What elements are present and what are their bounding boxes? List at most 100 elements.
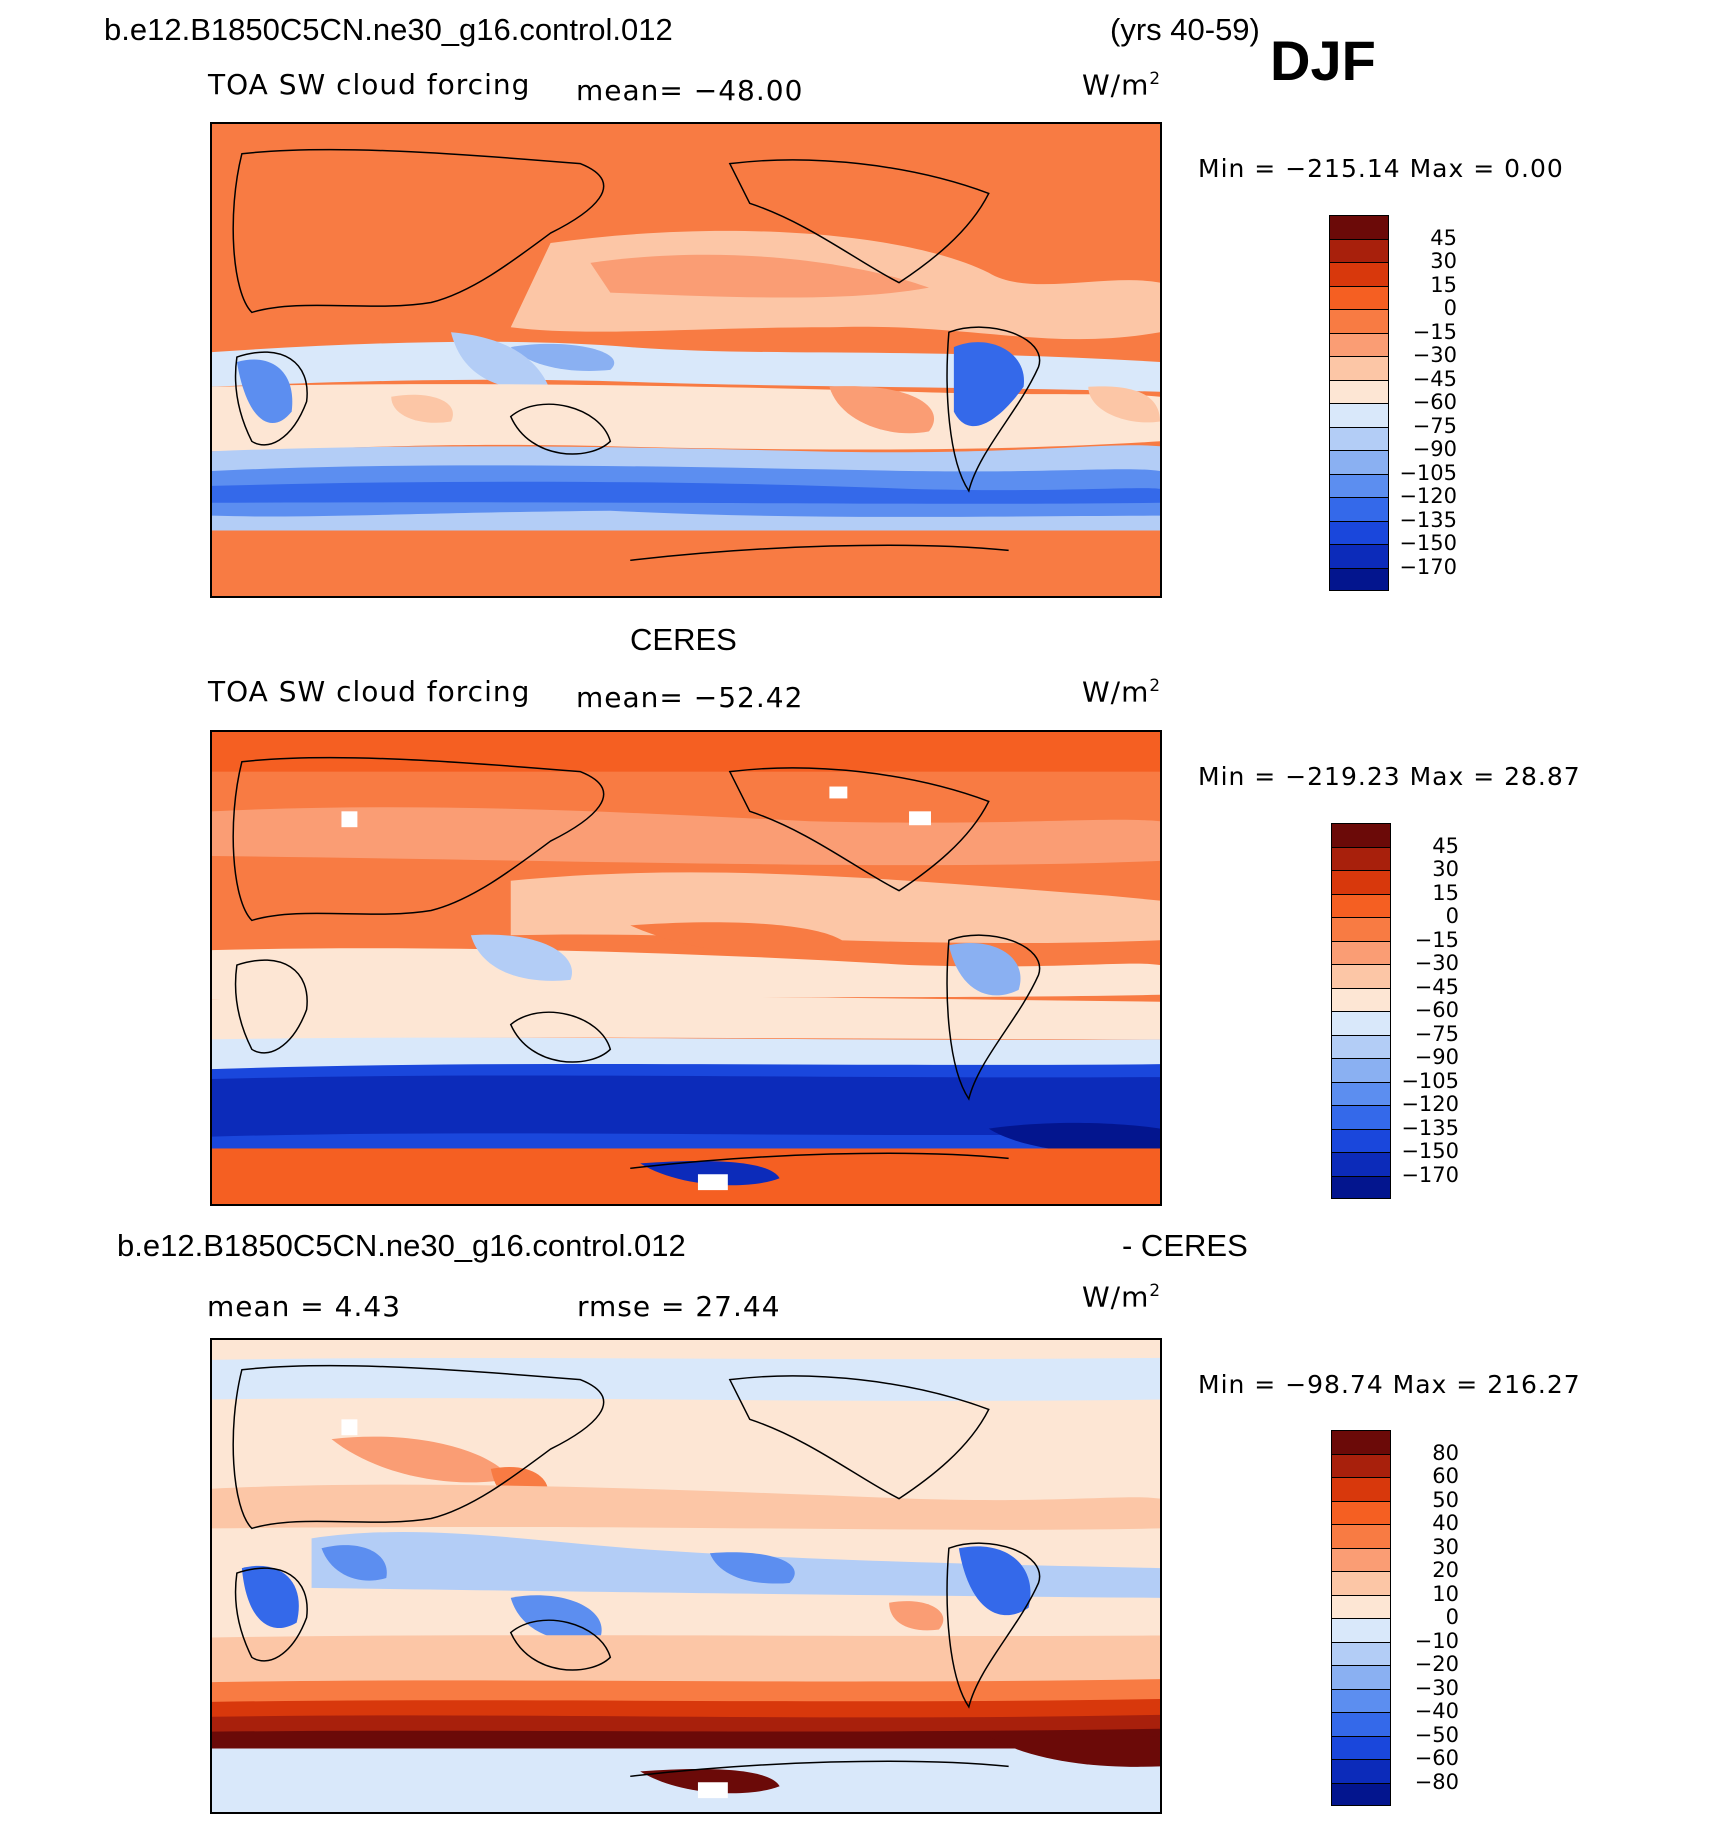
colorbar-tick-label: −60 bbox=[1412, 390, 1457, 414]
colorbar-tick-label: 15 bbox=[1432, 880, 1459, 905]
colorbar-tick-label: 50 bbox=[1432, 1487, 1459, 1512]
panel2-minmax: Min = −219.23 Max = 28.87 bbox=[1198, 762, 1581, 791]
colorbar-tick-label: 45 bbox=[1430, 225, 1457, 250]
colorbar-swatch bbox=[1331, 1011, 1391, 1035]
panel2-field bbox=[212, 732, 1160, 1204]
colorbar-swatch bbox=[1331, 1782, 1391, 1806]
colorbar-swatch bbox=[1329, 215, 1389, 239]
colorbar-swatch bbox=[1329, 379, 1389, 403]
panel1-units: W/m2 bbox=[1082, 68, 1162, 102]
colorbar-tick-label: −30 bbox=[1412, 343, 1457, 367]
panel3-title: b.e12.B1850C5CN.ne30_g16.control.012 bbox=[117, 1228, 686, 1263]
panel2-mean: mean= −52.42 bbox=[576, 681, 804, 714]
colorbar-swatch bbox=[1331, 1430, 1391, 1454]
panel3-minmax: Min = −98.74 Max = 216.27 bbox=[1198, 1370, 1581, 1399]
colorbar-swatch bbox=[1331, 1618, 1391, 1642]
panel2-units: W/m2 bbox=[1082, 675, 1162, 709]
colorbar-swatch bbox=[1331, 1712, 1391, 1736]
colorbar-tick-label: −105 bbox=[1399, 460, 1457, 485]
colorbar-swatch bbox=[1329, 450, 1389, 474]
colorbar-swatch bbox=[1329, 520, 1389, 544]
colorbar-swatch bbox=[1329, 332, 1389, 356]
colorbar-swatch bbox=[1331, 1759, 1391, 1783]
colorbar-swatch bbox=[1331, 870, 1391, 894]
colorbar-swatch bbox=[1331, 987, 1391, 1011]
panel2-colorbar bbox=[1331, 823, 1393, 1199]
colorbar-swatch bbox=[1331, 1500, 1391, 1524]
colorbar-swatch bbox=[1329, 262, 1389, 286]
colorbar-swatch bbox=[1329, 238, 1389, 262]
colorbar-tick-label: −10 bbox=[1414, 1628, 1459, 1653]
panel2-map bbox=[210, 730, 1162, 1206]
colorbar-swatch bbox=[1331, 1735, 1391, 1759]
colorbar-tick-label: −170 bbox=[1401, 1162, 1459, 1187]
colorbar-tick-label: −120 bbox=[1401, 1092, 1459, 1116]
panel3-rmse: rmse = 27.44 bbox=[577, 1290, 781, 1323]
colorbar-tick-label: −150 bbox=[1401, 1139, 1459, 1163]
colorbar-tick-label: −50 bbox=[1414, 1722, 1459, 1747]
panel3-colorbar bbox=[1331, 1430, 1393, 1806]
colorbar-tick-label: −20 bbox=[1414, 1652, 1459, 1676]
colorbar-tick-label: 30 bbox=[1432, 857, 1459, 881]
colorbar-swatch bbox=[1331, 1105, 1391, 1129]
colorbar-swatch bbox=[1331, 1594, 1391, 1618]
colorbar-swatch bbox=[1331, 893, 1391, 917]
colorbar-swatch bbox=[1331, 1128, 1391, 1152]
panel1-variable: TOA SW cloud forcing bbox=[208, 68, 531, 101]
colorbar-swatch bbox=[1331, 1081, 1391, 1105]
panel1-field bbox=[212, 124, 1160, 596]
panel3-units: W/m2 bbox=[1082, 1280, 1162, 1314]
colorbar-swatch bbox=[1331, 846, 1391, 870]
colorbar-tick-label: −45 bbox=[1412, 366, 1457, 391]
colorbar-tick-label: −150 bbox=[1399, 531, 1457, 555]
colorbar-tick-label: 0 bbox=[1445, 1605, 1459, 1629]
years-label: (yrs 40-59) bbox=[1110, 12, 1260, 47]
colorbar-swatch bbox=[1331, 1034, 1391, 1058]
colorbar-tick-label: −80 bbox=[1414, 1769, 1459, 1794]
colorbar-swatch bbox=[1331, 1524, 1391, 1548]
colorbar-tick-label: 15 bbox=[1430, 272, 1457, 297]
panel1-mean: mean= −48.00 bbox=[576, 74, 804, 107]
colorbar-tick-label: 20 bbox=[1432, 1558, 1459, 1582]
colorbar-tick-label: 0 bbox=[1445, 904, 1459, 928]
colorbar-swatch bbox=[1331, 940, 1391, 964]
colorbar-swatch bbox=[1331, 1175, 1391, 1199]
colorbar-tick-label: 10 bbox=[1432, 1581, 1459, 1606]
colorbar-swatch bbox=[1331, 917, 1391, 941]
colorbar-swatch bbox=[1331, 1152, 1391, 1176]
panel3-field bbox=[212, 1340, 1160, 1812]
colorbar-tick-label: 60 bbox=[1432, 1464, 1459, 1488]
colorbar-tick-label: −60 bbox=[1414, 998, 1459, 1022]
colorbar-swatch bbox=[1329, 473, 1389, 497]
colorbar-tick-label: 40 bbox=[1432, 1511, 1459, 1535]
colorbar-swatch bbox=[1329, 285, 1389, 309]
colorbar-swatch bbox=[1331, 1547, 1391, 1571]
panel3-title-right: - CERES bbox=[1122, 1228, 1248, 1263]
colorbar-swatch bbox=[1331, 964, 1391, 988]
colorbar-tick-label: −15 bbox=[1412, 319, 1457, 344]
panel3-map bbox=[210, 1338, 1162, 1814]
colorbar-tick-label: −75 bbox=[1412, 413, 1457, 438]
colorbar-swatch bbox=[1331, 1641, 1391, 1665]
colorbar-tick-label: −135 bbox=[1399, 507, 1457, 532]
panel2-variable: TOA SW cloud forcing bbox=[208, 675, 531, 708]
colorbar-swatch bbox=[1329, 544, 1389, 568]
panel3-mean: mean = 4.43 bbox=[207, 1290, 402, 1323]
colorbar-tick-label: −30 bbox=[1414, 951, 1459, 975]
season-label: DJF bbox=[1270, 29, 1376, 92]
colorbar-swatch bbox=[1331, 1571, 1391, 1595]
panel1-colorbar bbox=[1329, 215, 1391, 591]
colorbar-tick-label: −105 bbox=[1401, 1068, 1459, 1093]
colorbar-tick-label: 80 bbox=[1432, 1440, 1459, 1465]
colorbar-tick-label: −170 bbox=[1399, 554, 1457, 579]
panel1-minmax: Min = −215.14 Max = 0.00 bbox=[1198, 154, 1564, 183]
colorbar-swatch bbox=[1329, 356, 1389, 380]
colorbar-swatch bbox=[1331, 1688, 1391, 1712]
colorbar-swatch bbox=[1329, 426, 1389, 450]
colorbar-tick-label: 45 bbox=[1432, 833, 1459, 858]
colorbar-tick-label: −120 bbox=[1399, 484, 1457, 508]
colorbar-tick-label: −40 bbox=[1414, 1699, 1459, 1723]
panel2-title: CERES bbox=[630, 622, 737, 657]
colorbar-swatch bbox=[1331, 1058, 1391, 1082]
colorbar-swatch bbox=[1329, 567, 1389, 591]
